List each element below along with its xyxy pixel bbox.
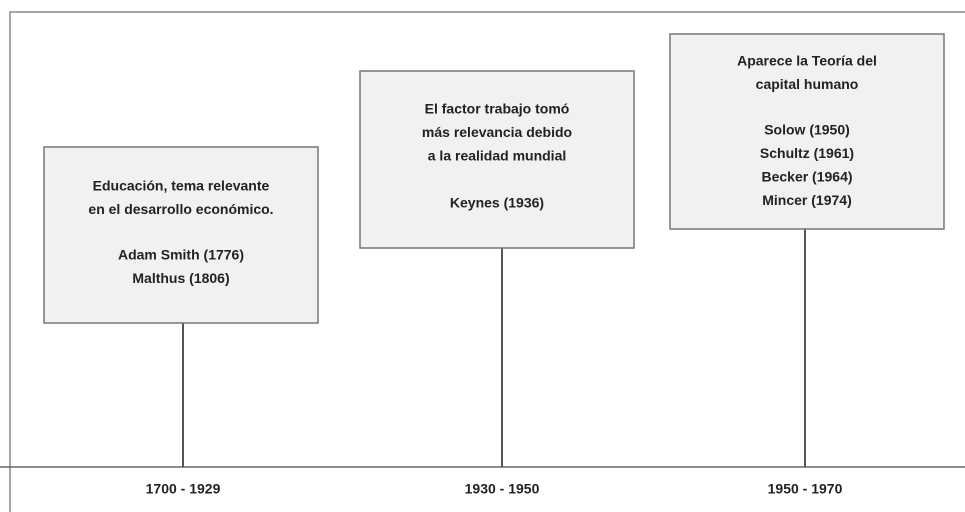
author-line: Becker (1964)	[761, 169, 852, 185]
description-line: Aparece la Teoría del	[737, 53, 877, 69]
author-line: Solow (1950)	[764, 122, 850, 138]
period-label: 1700 - 1929	[146, 481, 221, 497]
period-label: 1930 - 1950	[465, 481, 540, 497]
frame	[9, 11, 965, 512]
description-line: en el desarrollo económico.	[88, 201, 273, 217]
period-label: 1950 - 1970	[768, 481, 843, 497]
author-line: Adam Smith (1776)	[118, 247, 244, 263]
event-box	[669, 33, 945, 230]
description-line: más relevancia debido	[422, 124, 572, 140]
event-box	[359, 70, 635, 249]
author-line: Keynes (1936)	[450, 195, 544, 211]
event-box	[43, 146, 319, 324]
description-line: El factor trabajo tomó	[425, 101, 570, 117]
author-line: Malthus (1806)	[132, 270, 229, 286]
description-line: Educación, tema relevante	[93, 178, 270, 194]
author-line: Schultz (1961)	[760, 145, 854, 161]
description-line: a la realidad mundial	[428, 148, 567, 164]
description-line: capital humano	[756, 76, 859, 92]
author-line: Mincer (1974)	[762, 192, 851, 208]
